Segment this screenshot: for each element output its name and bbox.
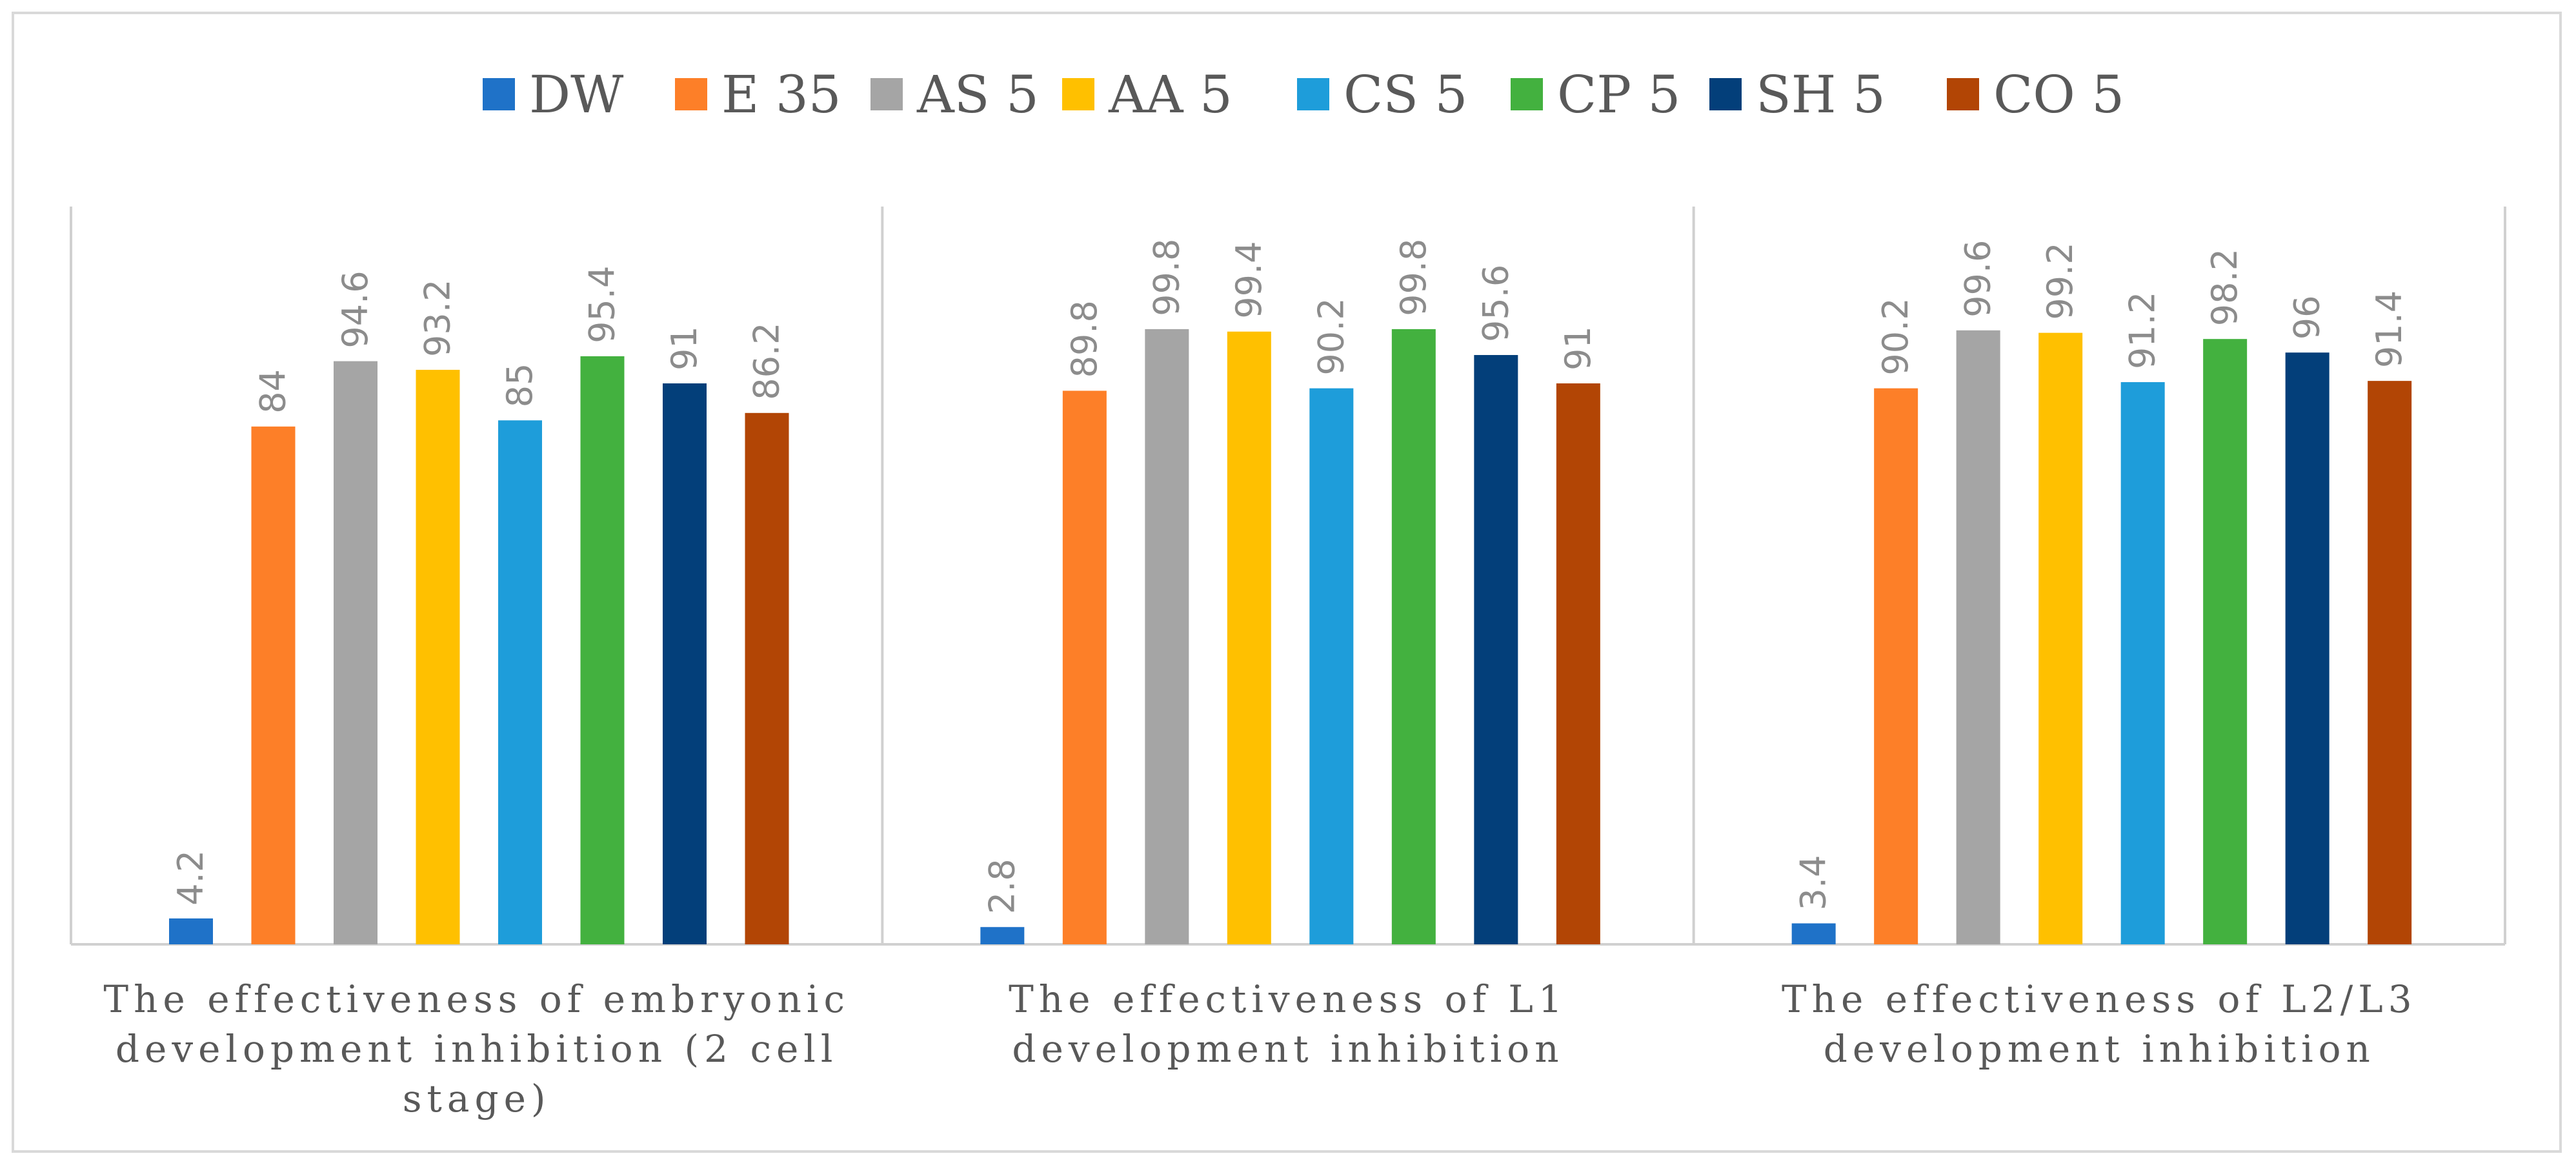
bar-e-35-group-2: [1062, 391, 1107, 944]
bar-cp-5-group-2: [1391, 329, 1436, 944]
category-label-line-1: The effectiveness of embryonic: [103, 977, 850, 1021]
value-label-sh-5-group-2: 95.6: [1475, 265, 1516, 342]
legend-label-dw: DW: [529, 65, 623, 125]
value-label-dw-group-3: 3.4: [1793, 855, 1834, 911]
bar-cp-5-group-1: [580, 356, 625, 944]
legend-label-cs-5: CS 5: [1343, 65, 1467, 125]
bar-cs-5-group-3: [2120, 382, 2165, 944]
bar-sh-5-group-1: [663, 383, 707, 944]
bar-co-5-group-3: [2368, 381, 2412, 944]
bar-as-5-group-1: [334, 361, 377, 944]
category-labels: The effectiveness of embryonic developmen…: [103, 977, 2417, 1121]
legend-item-dw: DW: [483, 65, 623, 125]
value-label-e-35-group-3: 90.2: [1875, 298, 1916, 375]
legend-label-cp-5: CP 5: [1557, 65, 1680, 125]
legend-label-e-35: E 35: [721, 65, 841, 125]
value-label-as-5-group-2: 99.8: [1146, 239, 1187, 316]
value-label-aa-5-group-3: 99.2: [2040, 242, 2080, 320]
value-label-cp-5-group-2: 99.8: [1393, 239, 1434, 316]
value-label-cs-5-group-3: 91.2: [2122, 292, 2163, 369]
legend-swatch-aa-5: [1062, 78, 1094, 110]
category-label-line-1: The effectiveness of L1: [1009, 977, 1567, 1021]
bar-as-5-group-2: [1145, 329, 1189, 944]
bar-dw-group-3: [1791, 923, 1836, 944]
category-label-group-1: The effectiveness of embryonic developmen…: [103, 977, 850, 1121]
value-label-cp-5-group-3: 98.2: [2204, 249, 2245, 326]
legend-swatch-cp-5: [1511, 78, 1543, 110]
value-label-aa-5-group-1: 93.2: [418, 279, 458, 357]
bar-as-5-group-3: [1956, 330, 2000, 944]
value-label-aa-5-group-2: 99.4: [1229, 241, 1269, 318]
legend-swatch-sh-5: [1709, 78, 1742, 110]
legend-label-co-5: CO 5: [1993, 65, 2124, 125]
bar-aa-5-group-1: [416, 369, 460, 944]
value-labels: 4.2 84 94.6 93.2 85 95.4 91 86.2 2.8 89.8 99.8 99.4…: [170, 239, 2410, 915]
chart-axes: [70, 207, 2506, 946]
value-label-e-35-group-1: 84: [253, 369, 294, 414]
chart-bars: [169, 329, 2412, 944]
value-label-cp-5-group-1: 95.4: [582, 266, 623, 343]
legend-item-aa-5: AA 5: [1062, 65, 1233, 125]
legend-label-aa-5: AA 5: [1108, 65, 1233, 125]
category-label-line-2: development inhibition (2 cell: [116, 1027, 838, 1071]
bar-co-5-group-2: [1556, 383, 1600, 944]
legend-label-sh-5: SH 5: [1756, 65, 1886, 125]
value-label-e-35-group-2: 89.8: [1064, 300, 1105, 378]
legend-item-co-5: CO 5: [1947, 65, 2124, 125]
bar-sh-5-group-3: [2285, 352, 2329, 944]
bar-cs-5-group-1: [498, 420, 542, 944]
bar-dw-group-1: [169, 918, 213, 944]
value-label-co-5-group-1: 86.2: [747, 323, 787, 400]
category-label-line-3: stage): [403, 1077, 551, 1121]
bar-aa-5-group-2: [1227, 331, 1271, 944]
value-label-co-5-group-2: 91: [1558, 326, 1598, 370]
bar-aa-5-group-3: [2038, 332, 2083, 944]
value-label-sh-5-group-1: 91: [664, 326, 705, 370]
bar-sh-5-group-2: [1474, 355, 1518, 944]
value-label-dw-group-1: 4.2: [170, 850, 211, 906]
category-label-line-2: development inhibition: [1824, 1027, 2375, 1071]
legend-swatch-dw: [483, 78, 515, 110]
bar-e-35-group-3: [1874, 388, 1918, 944]
value-label-co-5-group-3: 91.4: [2369, 290, 2410, 368]
value-label-as-5-group-1: 94.6: [335, 270, 376, 348]
bar-e-35-group-1: [251, 426, 296, 944]
value-label-cs-5-group-2: 90.2: [1311, 298, 1351, 375]
category-label-line-2: development inhibition: [1012, 1027, 1564, 1071]
legend-swatch-co-5: [1947, 78, 1979, 110]
legend-swatch-as-5: [870, 78, 903, 110]
category-label-group-2: The effectiveness of L1 development inhib…: [1009, 977, 1567, 1071]
category-label-line-1: The effectiveness of L2/L3: [1782, 977, 2417, 1021]
value-label-as-5-group-3: 99.6: [1958, 240, 1998, 318]
legend-item-cp-5: CP 5: [1511, 65, 1680, 125]
bar-co-5-group-1: [745, 412, 789, 944]
legend-item-cs-5: CS 5: [1297, 65, 1467, 125]
bar-cp-5-group-3: [2203, 339, 2248, 944]
legend-swatch-e-35: [675, 78, 707, 110]
legend-item-sh-5: SH 5: [1709, 65, 1886, 125]
value-label-dw-group-2: 2.8: [981, 858, 1022, 914]
chart-legend: DW E 35 AS 5 AA 5 CS 5 CP 5 SH 5 CO 5: [483, 65, 2124, 125]
bar-dw-group-2: [980, 927, 1025, 944]
bar-cs-5-group-2: [1309, 388, 1354, 944]
legend-label-as-5: AS 5: [916, 65, 1039, 125]
legend-item-e-35: E 35: [675, 65, 841, 125]
legend-item-as-5: AS 5: [870, 65, 1039, 125]
category-label-group-3: The effectiveness of L2/L3 development in…: [1782, 977, 2417, 1071]
value-label-sh-5-group-3: 96: [2287, 295, 2328, 340]
legend-swatch-cs-5: [1297, 78, 1329, 110]
value-label-cs-5-group-1: 85: [499, 363, 540, 408]
